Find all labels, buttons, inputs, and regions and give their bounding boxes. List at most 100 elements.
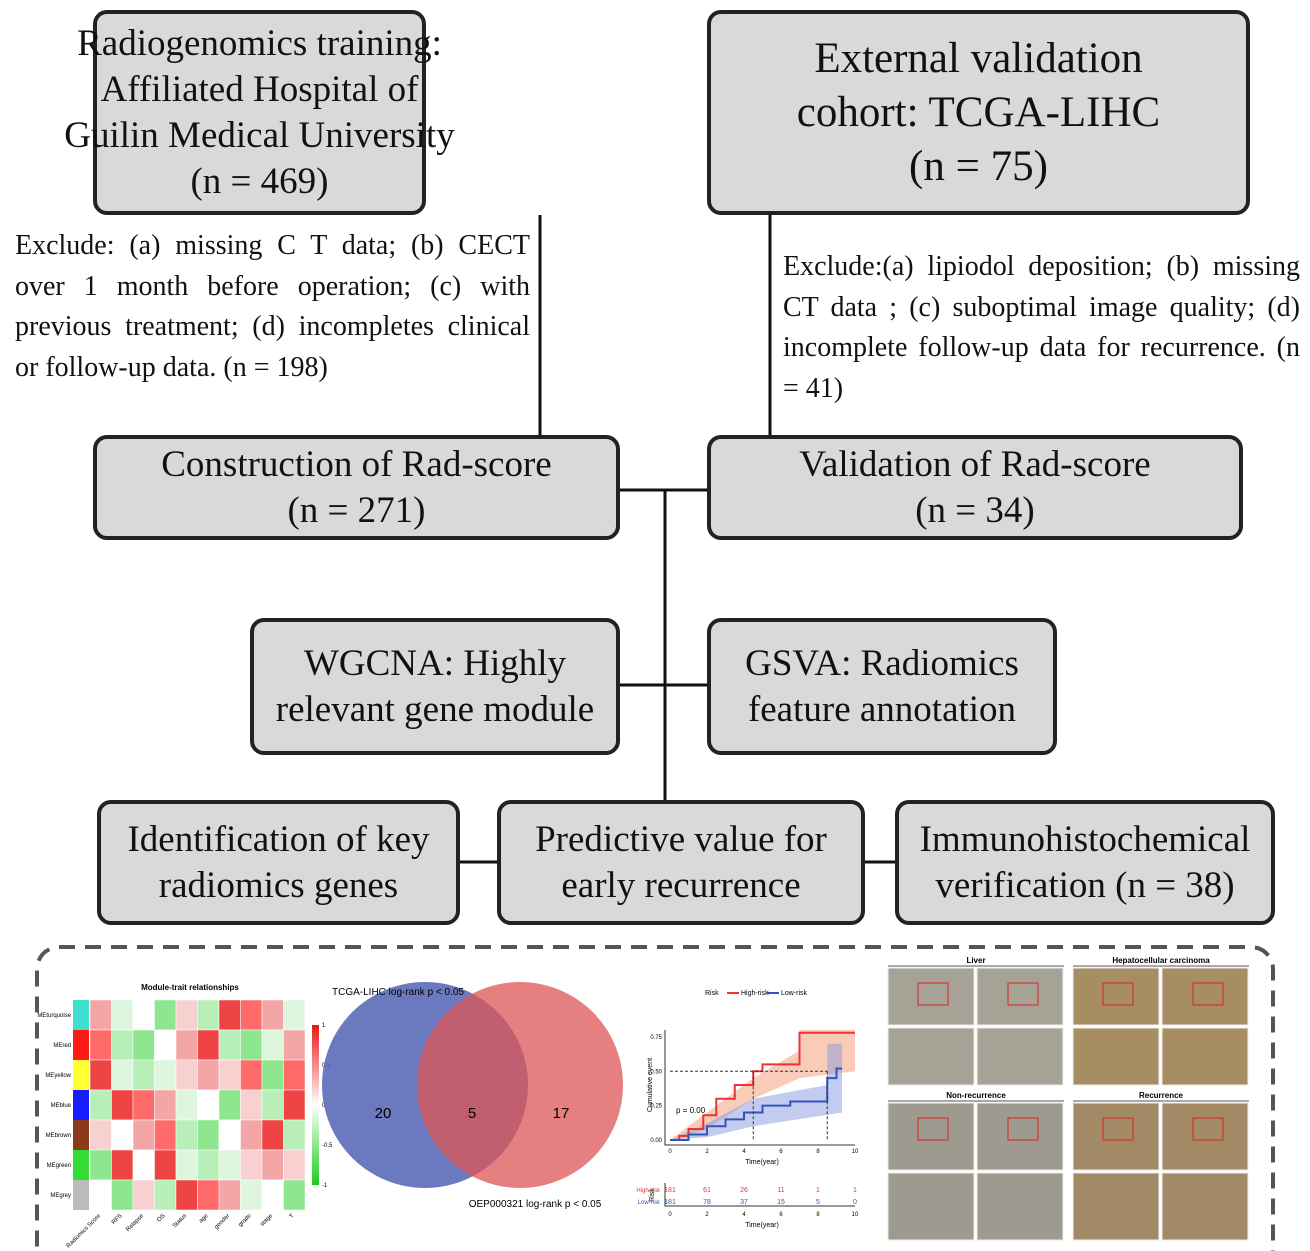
heatmap-cell [133,1060,155,1090]
ihc-image [1162,1103,1248,1170]
risk-count: 0 [853,1199,857,1206]
risk-count: 78 [703,1199,711,1206]
heatmap-cell [241,1150,263,1180]
module-label: MEyellow [45,1073,71,1079]
heatmap-cell [241,1030,263,1060]
heatmap-cell [176,1150,198,1180]
box-text: radiomics genes [159,863,398,909]
heatmap-cell [198,1180,220,1210]
heatmap-cell [112,1000,134,1030]
x-tick-label: 4 [742,1212,746,1218]
trait-label: gender [214,1213,231,1230]
exclusion-text: Exclude: (a) missing C T data; (b) CECT … [15,226,530,388]
risk-count: 1 [816,1187,820,1194]
colorbar-label: -1 [322,1183,328,1189]
trait-label: T [289,1213,296,1220]
venn-label: OEP000321 log-rank p < 0.05 [469,1199,602,1210]
box-text: Identification of key [127,817,429,863]
box-text: feature annotation [748,687,1016,733]
box-text: GSVA: Radiomics [745,641,1019,687]
risk-axes [665,1183,855,1206]
box-text: (n = 469) [190,159,328,205]
box-text: (n = 271) [287,488,425,534]
module-label: MEred [53,1043,71,1049]
colorbar [312,1025,319,1185]
box-text: cohort: TCGA-LIHC [797,86,1160,140]
heatmap-cell [262,1000,284,1030]
ihc-image [888,1103,974,1170]
trait-label: Radiomics Score [66,1213,103,1250]
heatmap-cell [133,1180,155,1210]
heatmap-cell [219,1150,241,1180]
module-color [73,1030,89,1060]
ihc-image [1073,1103,1159,1170]
heatmap-cell [90,1120,112,1150]
box-text: Validation of Rad-score [799,442,1150,488]
risk-count: 181 [664,1199,676,1206]
heatmap-cell [112,1180,134,1210]
module-color [73,1090,89,1120]
heatmap-cell [90,1030,112,1060]
flow-box: WGCNA: Highlyrelevant gene module [250,618,620,755]
heatmap-cell [176,1120,198,1150]
heatmap-cell [241,1090,263,1120]
heatmap-cell [176,1090,198,1120]
heatmap-cell [155,1180,177,1210]
flowchart: Module-trait relationshipsMEturquoiseMEr… [0,0,1310,1251]
y-axis-label: Cumulative event [647,1058,654,1112]
x-tick-label: 2 [705,1149,709,1155]
module-label: MEbrown [46,1133,71,1139]
legend-title: Risk [705,990,719,997]
box-text: Predictive value for [535,817,827,863]
heatmap-cell [262,1180,284,1210]
box-text: (n = 34) [915,488,1035,534]
heatmap-cell [284,1000,306,1030]
heatmap-cell [112,1150,134,1180]
heatmap-cell [90,1090,112,1120]
venn-count: 20 [375,1105,392,1122]
x-tick-label: 10 [852,1212,859,1218]
heatmap-cell [133,1150,155,1180]
heatmap-cell [198,1120,220,1150]
heatmap-cell [198,1030,220,1060]
heatmap-cell [219,1060,241,1090]
x-tick-label: 0 [668,1149,672,1155]
trait-label: age [198,1213,210,1225]
heatmap-cell [198,1150,220,1180]
heatmap-cell [155,1090,177,1120]
heatmap-cell [155,1120,177,1150]
heatmap-cell [241,1180,263,1210]
trait-label: stage [260,1213,275,1228]
x-tick-label: 6 [779,1149,783,1155]
venn-set [417,982,623,1188]
venn-count: 5 [468,1105,476,1122]
x-axis-label: Time(year) [745,1222,779,1229]
heatmap-cell [176,1060,198,1090]
ihc-image [1162,1173,1248,1240]
ihc-image [1162,1028,1248,1085]
ihc-title: Hepatocellular carcinoma [1112,956,1210,965]
colorbar-label: -0.5 [322,1143,333,1149]
risk-count: 5 [816,1199,820,1206]
box-text: Affiliated Hospital of [101,67,419,113]
risk-count: 11 [777,1187,784,1194]
heatmap-cell [90,1150,112,1180]
heatmap-cell [133,1030,155,1060]
module-label: MEblue [51,1103,72,1109]
heatmap-cell [198,1090,220,1120]
heatmap-cell [133,1090,155,1120]
module-color [73,1180,89,1210]
ihc-image [888,1028,974,1085]
heatmap-cell [219,1090,241,1120]
heatmap-cell [112,1030,134,1060]
ihc-image [1073,1028,1159,1085]
x-tick-label: 8 [816,1212,820,1218]
flow-box: Validation of Rad-score(n = 34) [707,435,1243,540]
heatmap-cell [90,1060,112,1090]
heatmap-cell [155,1060,177,1090]
box-text: External validation [814,32,1142,86]
ihc-image [977,1173,1063,1240]
module-label: MEgreen [47,1163,71,1169]
heatmap-cell [198,1060,220,1090]
